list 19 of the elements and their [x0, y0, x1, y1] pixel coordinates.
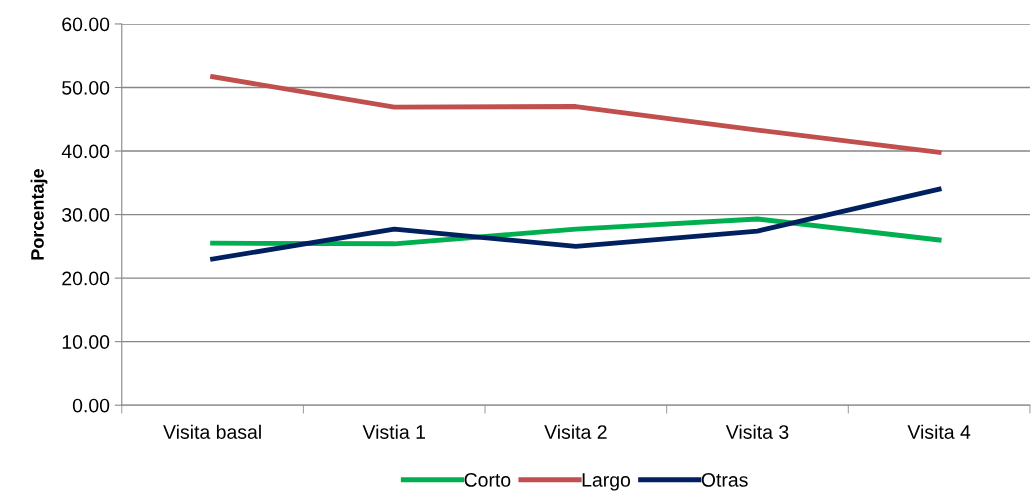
y-tick-label: 20.00	[62, 271, 110, 286]
x-tick-label: Visita 2	[544, 424, 607, 439]
line-series	[210, 216, 942, 247]
y-tick-label: 10.00	[62, 335, 110, 349]
y-tick-label: 0.00	[72, 398, 110, 413]
legend-label: Largo	[582, 473, 631, 491]
x-tick-label: Visita basal	[163, 424, 261, 439]
y-tick-label: 60.00	[62, 17, 110, 32]
y-tick-label: 40.00	[61, 144, 110, 159]
x-tick-label: Visita 3	[725, 424, 789, 439]
x-tick-label: Vistia 1	[362, 424, 425, 439]
y-tick-label: 50.00	[62, 80, 110, 95]
y-axis-title: Porcentaje	[30, 169, 48, 260]
y-tick-label: 30.00	[62, 208, 110, 222]
legend-label: Corto	[464, 473, 511, 487]
line-series	[210, 186, 942, 262]
legend-label: Otras	[701, 473, 748, 487]
line-series	[210, 74, 942, 155]
x-tick-label: Visita 4	[907, 424, 971, 439]
